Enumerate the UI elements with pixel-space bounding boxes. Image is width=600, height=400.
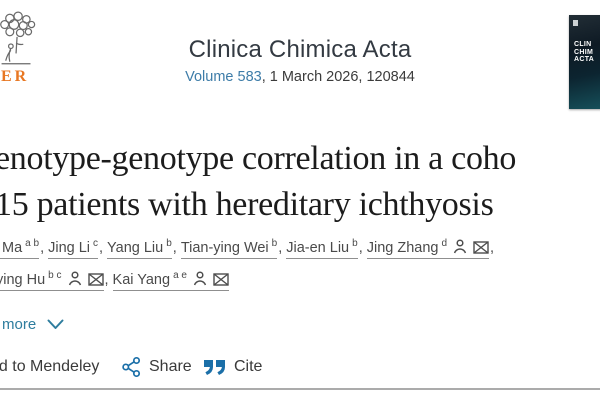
author-separator: ,: [104, 271, 109, 288]
author-separator: ,: [99, 239, 104, 256]
share-label: Share: [149, 358, 192, 375]
cover-line: CHIM: [574, 48, 594, 56]
person-icon[interactable]: [193, 271, 207, 286]
author-name: Jing Li: [48, 239, 91, 256]
volume-link[interactable]: Volume 583: [185, 69, 262, 85]
author-affiliation-sup: b: [271, 238, 278, 249]
author-name: Jing Zhang: [366, 239, 439, 256]
cite-button[interactable]: Cite: [203, 354, 262, 380]
share-icon: [122, 356, 141, 378]
cite-quote-icon: [204, 359, 225, 375]
author-link[interactable]: Ma a b: [0, 238, 40, 259]
author-name: Yang Liu: [107, 239, 164, 256]
author-link[interactable]: Jing Li c: [48, 238, 99, 259]
author-affiliation-sup: b: [166, 238, 172, 249]
email-icon[interactable]: [473, 241, 489, 254]
author-separator: ,: [278, 239, 283, 256]
author-affiliation-sup: a e: [173, 270, 187, 281]
cover-title-text: CLIN CHIM ACTA: [574, 41, 594, 64]
author-link[interactable]: ying Hu b c: [0, 270, 104, 291]
author-name: Ma: [2, 239, 23, 256]
authors-line-2: ying Hu b c , Kai Yang a e: [0, 270, 229, 291]
author-link[interactable]: Tian-ying Wei b: [180, 238, 278, 259]
issue-suffix: , 1 March 2026, 120844: [261, 69, 415, 85]
article-title-line2: 15 patients with hereditary ichthyosis: [0, 186, 494, 223]
journal-cover-thumbnail[interactable]: CLIN CHIM ACTA: [569, 15, 600, 109]
chevron-down-icon: [47, 319, 64, 329]
elsevier-tree-logo-icon: [0, 11, 36, 65]
author-link[interactable]: Kai Yang a e: [112, 270, 229, 291]
journal-issue-line: Volume 583, 1 March 2026, 120844: [0, 69, 600, 85]
author-name: Tian-ying Wei: [180, 239, 269, 256]
author-separator: ,: [40, 239, 45, 256]
author-affiliation-sup: d: [441, 238, 448, 249]
cover-publisher-mark-icon: [573, 20, 578, 26]
journal-title-link[interactable]: Clinica Chimica Acta: [188, 36, 412, 63]
author-name: Kai Yang: [112, 271, 171, 288]
show-more-label: more: [2, 316, 37, 333]
author-link[interactable]: Yang Liu b: [107, 238, 172, 259]
show-more-toggle[interactable]: more: [2, 316, 64, 333]
author-affiliation-sup: a b: [25, 238, 40, 249]
author-affiliation-sup: b: [352, 238, 358, 249]
person-icon[interactable]: [68, 271, 82, 286]
cover-line: CLIN: [574, 41, 592, 48]
author-link[interactable]: Jia-en Liu b: [286, 238, 358, 259]
section-divider: [0, 388, 600, 390]
elsevier-wordmark: ER: [1, 68, 30, 85]
share-button[interactable]: Share: [121, 354, 192, 380]
authors-line-1: Ma a b, Jing Li c, Yang Liu b, Tian-ying Wei b,…: [0, 238, 498, 259]
add-to-mendeley-button[interactable]: dd to Mendeley: [0, 354, 99, 380]
author-affiliation-sup: c: [93, 238, 99, 249]
author-separator: ,: [490, 239, 495, 256]
author-separator: ,: [172, 239, 177, 256]
author-affiliation-sup: b c: [48, 270, 62, 281]
author-separator: ,: [358, 239, 363, 256]
cover-line: ACTA: [574, 56, 595, 63]
email-icon[interactable]: [213, 273, 229, 286]
author-name: ying Hu: [0, 271, 46, 288]
author-link[interactable]: Jing Zhang d: [366, 238, 490, 259]
cite-label: Cite: [234, 358, 263, 375]
email-icon[interactable]: [87, 273, 104, 286]
mendeley-label: dd to Mendeley: [0, 358, 100, 375]
article-title-line1: enotype-genotype correlation in a coho: [0, 140, 517, 177]
person-icon[interactable]: [453, 239, 467, 254]
author-name: Jia-en Liu: [286, 239, 350, 256]
